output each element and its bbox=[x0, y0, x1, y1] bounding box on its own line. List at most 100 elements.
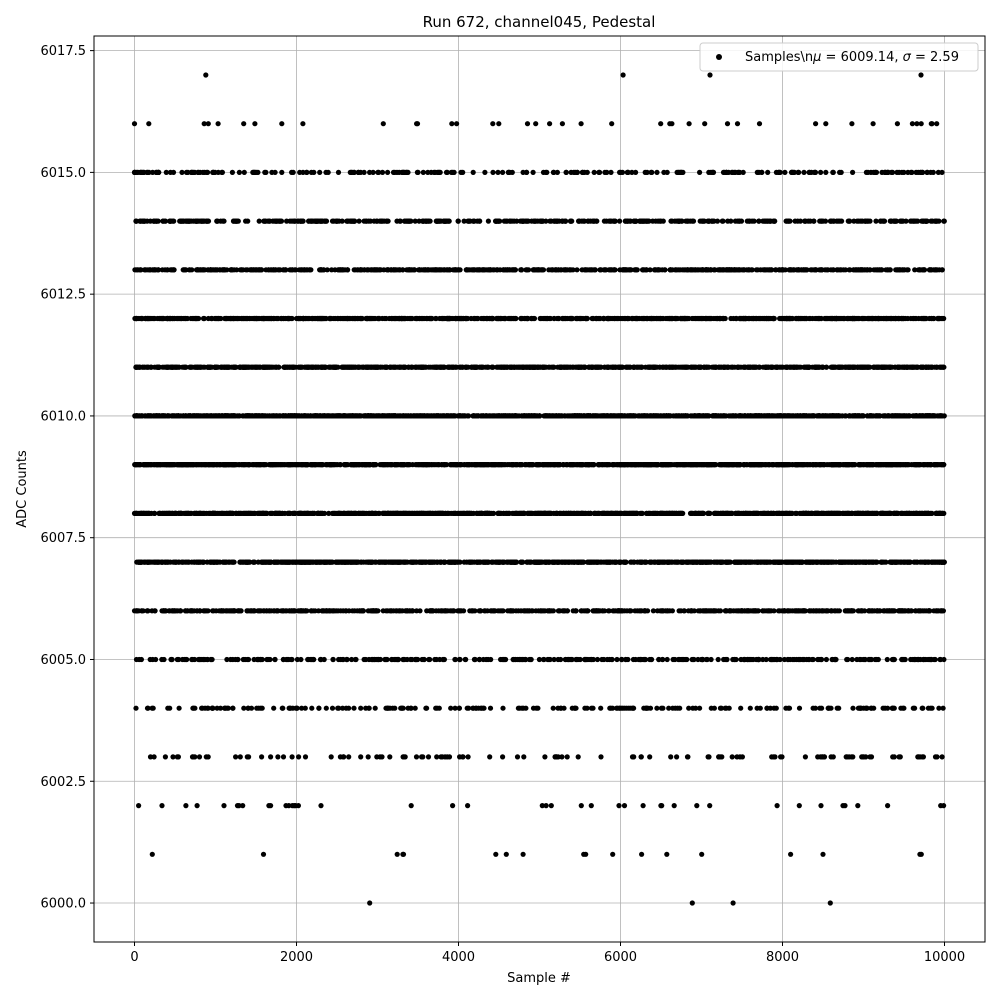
data-point bbox=[383, 608, 389, 614]
data-point bbox=[382, 656, 388, 663]
data-point bbox=[670, 705, 676, 711]
data-point bbox=[194, 803, 200, 809]
data-point bbox=[563, 656, 569, 663]
data-point bbox=[859, 754, 865, 760]
data-point bbox=[363, 705, 369, 711]
data-point bbox=[743, 462, 750, 468]
data-point bbox=[396, 608, 402, 614]
data-point bbox=[898, 462, 904, 468]
data-point bbox=[292, 559, 298, 565]
data-point bbox=[300, 462, 306, 468]
data-point bbox=[461, 559, 467, 565]
data-point bbox=[755, 559, 762, 565]
data-point bbox=[831, 656, 838, 663]
data-point bbox=[344, 656, 350, 663]
data-point bbox=[395, 559, 401, 565]
data-point bbox=[621, 510, 627, 516]
data-point bbox=[621, 559, 627, 565]
data-point bbox=[555, 462, 561, 468]
data-point bbox=[917, 851, 923, 857]
data-point bbox=[399, 705, 405, 711]
data-point bbox=[567, 559, 573, 565]
data-point bbox=[302, 705, 308, 711]
data-point bbox=[428, 462, 434, 468]
data-point bbox=[919, 559, 925, 565]
data-point bbox=[157, 462, 163, 468]
data-point bbox=[769, 510, 775, 516]
data-point bbox=[596, 462, 602, 468]
data-point bbox=[541, 510, 548, 516]
data-point bbox=[825, 608, 831, 614]
data-point bbox=[575, 754, 581, 760]
data-point bbox=[476, 608, 482, 614]
data-point bbox=[730, 656, 736, 663]
data-point bbox=[772, 656, 778, 663]
data-point bbox=[852, 559, 858, 565]
data-point bbox=[436, 462, 442, 468]
data-point bbox=[361, 656, 367, 663]
data-point bbox=[197, 510, 203, 516]
data-point bbox=[439, 754, 445, 760]
data-point bbox=[302, 608, 309, 614]
data-point bbox=[870, 510, 876, 516]
data-point bbox=[806, 608, 813, 614]
data-point bbox=[170, 559, 176, 565]
data-point bbox=[615, 608, 621, 614]
data-point bbox=[404, 559, 410, 565]
data-point bbox=[760, 656, 766, 663]
data-point bbox=[711, 705, 718, 711]
data-point bbox=[856, 462, 863, 468]
data-point bbox=[629, 754, 636, 760]
data-point bbox=[289, 754, 295, 760]
data-point bbox=[550, 559, 556, 565]
data-point bbox=[514, 754, 521, 760]
data-point bbox=[699, 559, 705, 565]
data-point bbox=[713, 510, 719, 516]
data-point bbox=[366, 510, 372, 516]
data-point bbox=[567, 656, 573, 663]
data-point bbox=[341, 754, 347, 760]
data-point bbox=[343, 705, 349, 711]
data-point bbox=[747, 705, 753, 711]
data-point bbox=[275, 754, 281, 760]
data-point bbox=[612, 510, 618, 516]
data-point bbox=[521, 754, 527, 760]
data-point bbox=[859, 608, 865, 614]
data-point bbox=[774, 462, 780, 468]
data-point bbox=[483, 462, 489, 468]
data-point bbox=[365, 754, 371, 760]
data-point bbox=[748, 462, 754, 468]
data-point bbox=[823, 656, 830, 663]
data-point bbox=[787, 656, 793, 663]
data-point bbox=[638, 754, 644, 760]
data-point bbox=[598, 705, 604, 711]
data-point bbox=[724, 462, 730, 468]
data-point bbox=[888, 608, 895, 614]
data-point bbox=[642, 656, 649, 663]
data-point bbox=[357, 608, 363, 614]
data-point bbox=[464, 462, 470, 468]
data-point bbox=[182, 608, 189, 614]
data-point bbox=[298, 656, 304, 663]
data-point bbox=[666, 462, 672, 468]
data-point bbox=[489, 559, 495, 565]
data-point bbox=[133, 705, 139, 711]
data-point bbox=[868, 705, 874, 711]
data-point bbox=[863, 754, 869, 760]
data-point bbox=[756, 656, 762, 663]
data-point bbox=[391, 656, 397, 663]
data-point bbox=[302, 510, 308, 516]
data-point bbox=[573, 608, 579, 614]
data-point bbox=[587, 510, 593, 516]
data-point bbox=[205, 462, 212, 468]
data-point bbox=[790, 559, 796, 565]
data-point bbox=[601, 559, 607, 565]
data-point bbox=[810, 608, 817, 614]
data-point bbox=[871, 608, 878, 614]
data-point bbox=[849, 656, 855, 663]
data-point bbox=[304, 462, 310, 468]
data-point bbox=[383, 510, 389, 516]
data-point bbox=[727, 608, 733, 614]
data-point bbox=[268, 510, 275, 516]
